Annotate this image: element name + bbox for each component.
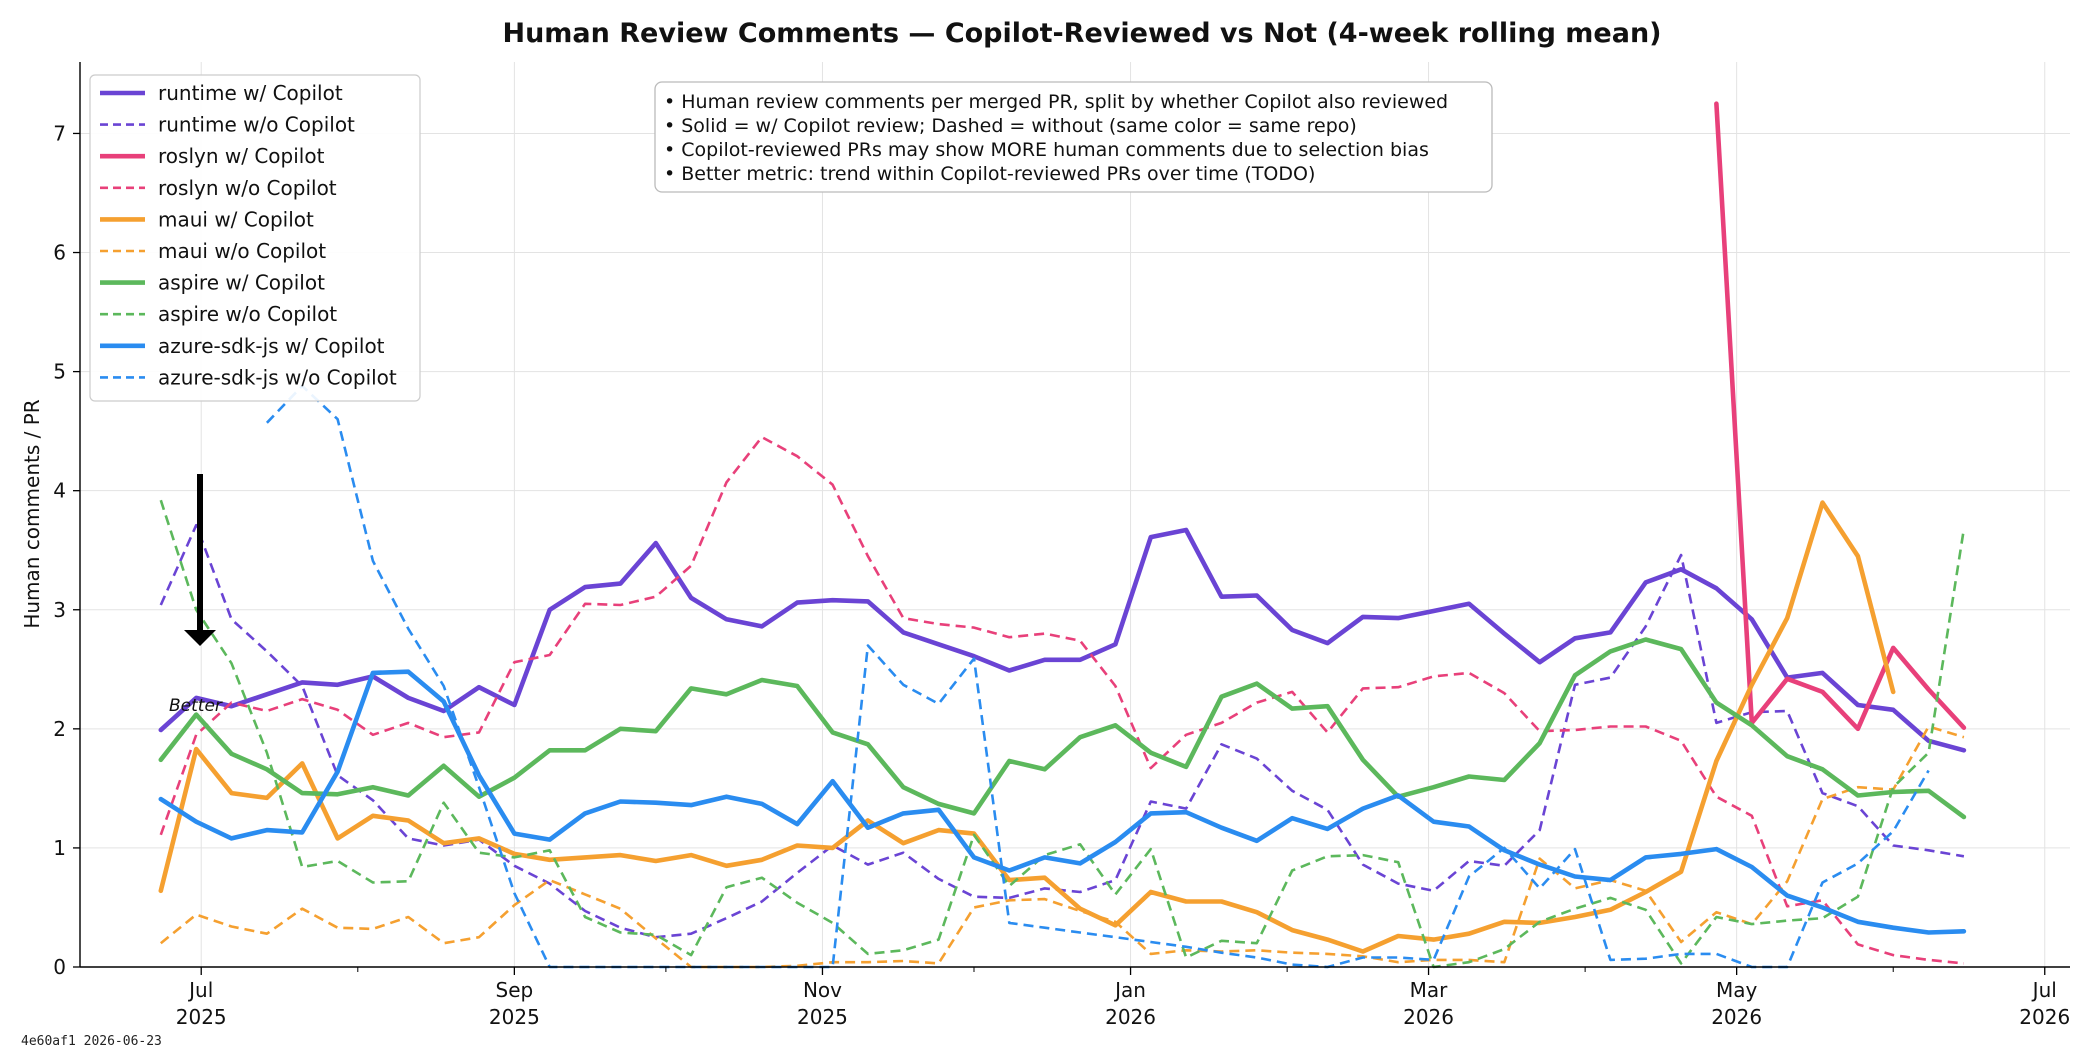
annotation-line: • Copilot-reviewed PRs may show MORE hum…: [664, 139, 1429, 161]
x-tick-label-month: Sep: [496, 978, 534, 1002]
legend-entry-label: roslyn w/o Copilot: [158, 176, 337, 200]
series-layer: [158, 101, 1967, 969]
y-tick-label: 6: [53, 241, 66, 265]
legend-entry-label: aspire w/ Copilot: [158, 271, 325, 295]
y-tick-label: 5: [53, 360, 66, 384]
y-tick-label: 3: [53, 598, 66, 622]
series-line-maui-wo-copilot: [159, 725, 1965, 969]
x-tick-label-year: 2025: [176, 1005, 227, 1029]
legend-frame: [89, 74, 421, 402]
legend-entry-label: roslyn w/ Copilot: [158, 144, 325, 168]
x-tick-label-month: Mar: [1410, 978, 1449, 1002]
annotation-frame: [654, 81, 1493, 193]
x-tick-label-month: May: [1716, 978, 1758, 1002]
y-tick-label: 0: [53, 955, 66, 979]
series-line-maui-w-copilot: [158, 500, 1896, 954]
annotation-box: • Human review comments per merged PR, s…: [654, 81, 1493, 193]
series-line-runtime-w-copilot: [158, 527, 1967, 753]
series-line-azure-sdk-js-wo-copilot: [265, 384, 1930, 969]
annotation-line: • Human review comments per merged PR, s…: [664, 91, 1448, 113]
better-arrow-head: [184, 630, 216, 646]
series-line-roslyn-w-copilot: [1714, 101, 1967, 732]
x-tick-label-month: Jan: [1113, 978, 1146, 1002]
x-tick-label-year: 2026: [1105, 1005, 1156, 1029]
series-line-azure-sdk-js-w-copilot: [158, 669, 1967, 935]
x-tick-label-year: 2025: [797, 1005, 848, 1029]
x-tick-label-year: 2026: [2019, 1005, 2070, 1029]
y-tick-label: 7: [53, 121, 66, 145]
axes: 0 1 2 3 4 5 6 7 Jul 2025 Sep 2025 Nov 2025 Jan 2026 Mar 2…: [53, 62, 2070, 1029]
series-line-aspire-wo-copilot: [159, 499, 1966, 969]
legend-entry-label: maui w/ Copilot: [158, 207, 314, 231]
legend-entry-label: aspire w/o Copilot: [158, 302, 337, 326]
x-tick-label-month: Jul: [2031, 978, 2057, 1002]
legend-entry-label: maui w/o Copilot: [158, 239, 326, 263]
x-tick-label-month: Jul: [187, 978, 213, 1002]
y-tick-label: 4: [53, 479, 66, 503]
y-tick-label: 1: [53, 836, 66, 860]
footer-hash: 4e60af1 2026-06-23: [21, 1034, 162, 1049]
legend: runtime w/ Copilot runtime w/o Copilot ros…: [89, 74, 421, 402]
legend-entry-label: azure-sdk-js w/o Copilot: [158, 365, 397, 389]
y-tick-label: 2: [53, 717, 66, 741]
x-tick-label-year: 2026: [1403, 1005, 1454, 1029]
legend-entry-label: runtime w/o Copilot: [158, 113, 355, 137]
x-tick-label-year: 2026: [1711, 1005, 1762, 1029]
annotation-line: • Better metric: trend within Copilot-re…: [664, 163, 1315, 185]
legend-entry-label: azure-sdk-js w/ Copilot: [158, 334, 385, 358]
series-line-roslyn-wo-copilot: [159, 435, 1965, 965]
y-axis-label: Human comments / PR: [20, 399, 44, 628]
x-tick-label-month: Nov: [803, 978, 842, 1002]
series-line-aspire-w-copilot: [158, 637, 1967, 820]
x-tick-label-year: 2025: [489, 1005, 540, 1029]
better-label: Better: [169, 696, 223, 716]
legend-entry-label: runtime w/ Copilot: [158, 81, 343, 105]
better-arrow: Better: [169, 474, 223, 716]
chart-title: Human Review Comments — Copilot-Reviewed…: [502, 18, 1661, 49]
annotation-line: • Solid = w/ Copilot review; Dashed = wi…: [664, 115, 1357, 137]
